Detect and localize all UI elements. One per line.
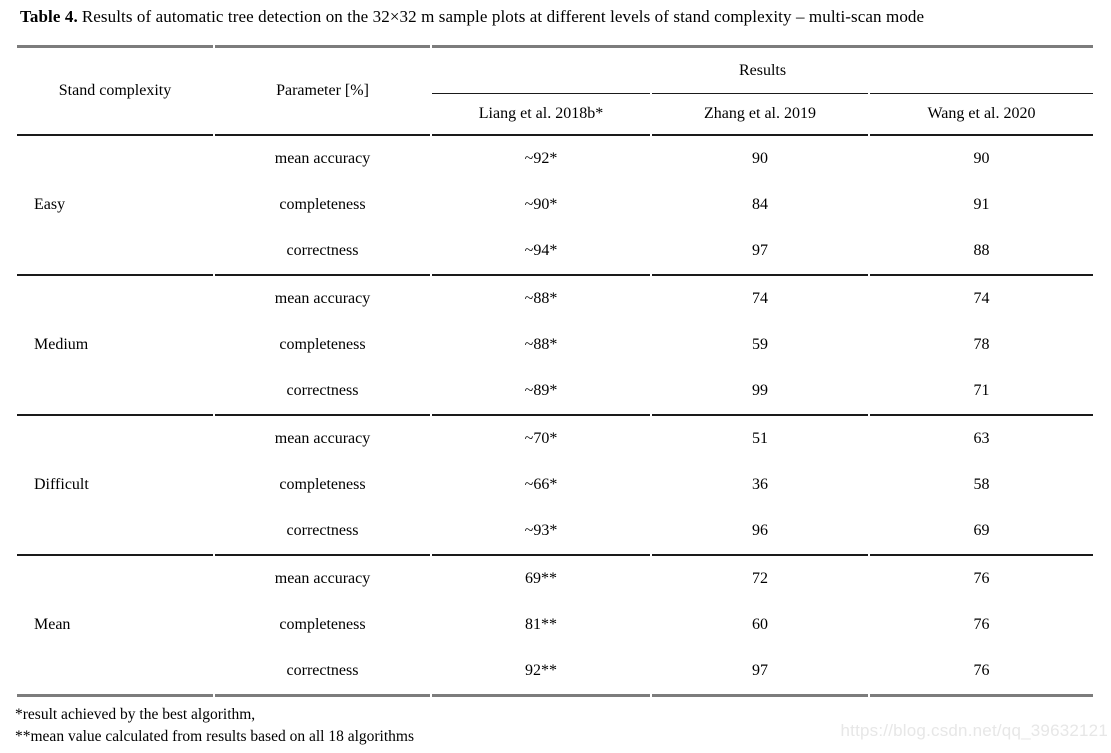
value-cell: ~93* xyxy=(432,508,650,556)
parameter-cell: completeness xyxy=(279,336,366,353)
table-footnotes: *result achieved by the best algorithm, … xyxy=(15,704,414,748)
value-cell: 97 xyxy=(652,648,868,697)
parameter-cell: correctness xyxy=(215,648,430,697)
table-header: Stand complexity Parameter [%] Results L… xyxy=(17,45,1093,136)
value-cell: 90 xyxy=(973,150,990,167)
value-cell: 76 xyxy=(870,648,1093,697)
header-stand-complexity: Stand complexity xyxy=(17,45,213,136)
header-parameter: Parameter [%] xyxy=(215,45,430,136)
table-caption-number: Table 4. xyxy=(20,7,78,26)
value-cell: 78 xyxy=(973,336,990,353)
value-cell: 90 xyxy=(752,150,768,167)
value-cell: ~66* xyxy=(524,476,558,493)
value-cell: 71 xyxy=(870,368,1093,416)
value-cell: 81** xyxy=(525,616,557,633)
value-cell: 59 xyxy=(752,336,768,353)
parameter-cell: mean accuracy xyxy=(274,290,371,307)
value-cell: 69 xyxy=(870,508,1093,556)
value-cell: 51 xyxy=(752,430,768,447)
table-row: correctness 92** 97 76 xyxy=(17,648,1093,697)
parameter-cell: completeness xyxy=(279,196,366,213)
value-cell: 92** xyxy=(432,648,650,697)
value-cell: ~90* xyxy=(524,196,558,213)
section-label-mean: Mean xyxy=(17,556,213,697)
section-label-easy: Easy xyxy=(17,136,213,276)
value-cell: ~94* xyxy=(432,228,650,276)
table-row: correctness ~94* 97 88 xyxy=(17,228,1093,276)
header-row-sources: Liang et al. 2018b* Zhang et al. 2019 Wa… xyxy=(17,93,1093,136)
table-row: completeness ~90* 84 91 xyxy=(17,182,1093,228)
parameter-cell: mean accuracy xyxy=(274,150,371,167)
footnote-mean-value: **mean value calculated from results bas… xyxy=(15,728,415,745)
parameter-cell: correctness xyxy=(215,368,430,416)
table-row: completeness ~88* 59 78 xyxy=(17,322,1093,368)
value-cell: ~88* xyxy=(524,336,558,353)
parameter-cell: correctness xyxy=(215,508,430,556)
value-cell: 72 xyxy=(752,570,768,587)
parameter-cell: mean accuracy xyxy=(274,430,371,447)
parameter-cell: completeness xyxy=(279,476,366,493)
table-row: Easy mean accuracy ~92* 90 90 xyxy=(17,136,1093,276)
table-row: completeness ~66* 36 58 xyxy=(17,462,1093,508)
value-cell: ~70* xyxy=(524,430,558,447)
table-caption: Table 4. Results of automatic tree detect… xyxy=(20,7,924,27)
value-cell: 76 xyxy=(973,570,990,587)
value-cell: 84 xyxy=(752,196,768,213)
value-cell: 58 xyxy=(973,476,990,493)
value-cell: ~88* xyxy=(524,290,558,307)
results-table: Stand complexity Parameter [%] Results L… xyxy=(15,45,1095,697)
table-row: correctness ~89* 99 71 xyxy=(17,368,1093,416)
table-row: Mean mean accuracy 69** 72 76 xyxy=(17,556,1093,697)
value-cell: 91 xyxy=(973,196,990,213)
value-cell: ~92* xyxy=(524,150,558,167)
parameter-cell: completeness xyxy=(279,616,366,633)
value-cell: 97 xyxy=(652,228,868,276)
parameter-cell: mean accuracy xyxy=(274,570,371,587)
value-cell: 74 xyxy=(752,290,768,307)
section-label-difficult: Difficult xyxy=(17,416,213,556)
value-cell: ~89* xyxy=(432,368,650,416)
header-row-top: Stand complexity Parameter [%] Results xyxy=(17,45,1093,136)
value-cell: 99 xyxy=(652,368,868,416)
value-cell: 76 xyxy=(973,616,990,633)
header-source-wang: Wang et al. 2020 xyxy=(870,93,1093,136)
table-caption-text: Results of automatic tree detection on t… xyxy=(81,7,925,26)
table-row: completeness 81** 60 76 xyxy=(17,602,1093,648)
table-body: Easy mean accuracy ~92* 90 90 completene… xyxy=(17,136,1093,697)
value-cell: 63 xyxy=(973,430,990,447)
table-row: correctness ~93* 96 69 xyxy=(17,508,1093,556)
table-row: Difficult mean accuracy ~70* 51 63 xyxy=(17,416,1093,556)
value-cell: 88 xyxy=(870,228,1093,276)
parameter-cell: correctness xyxy=(215,228,430,276)
table-row: Medium mean accuracy ~88* 74 74 xyxy=(17,276,1093,416)
header-source-zhang: Zhang et al. 2019 xyxy=(652,93,868,136)
value-cell: 36 xyxy=(752,476,768,493)
value-cell: 96 xyxy=(652,508,868,556)
value-cell: 69** xyxy=(525,570,557,587)
csdn-watermark: https://blog.csdn.net/qq_39632121 xyxy=(840,721,1108,740)
section-label-medium: Medium xyxy=(17,276,213,416)
footnote-best-algorithm: *result achieved by the best algorithm, xyxy=(15,706,256,723)
header-source-liang: Liang et al. 2018b* xyxy=(432,93,650,136)
header-results: Results xyxy=(432,45,1093,93)
value-cell: 60 xyxy=(752,616,768,633)
value-cell: 74 xyxy=(973,290,990,307)
